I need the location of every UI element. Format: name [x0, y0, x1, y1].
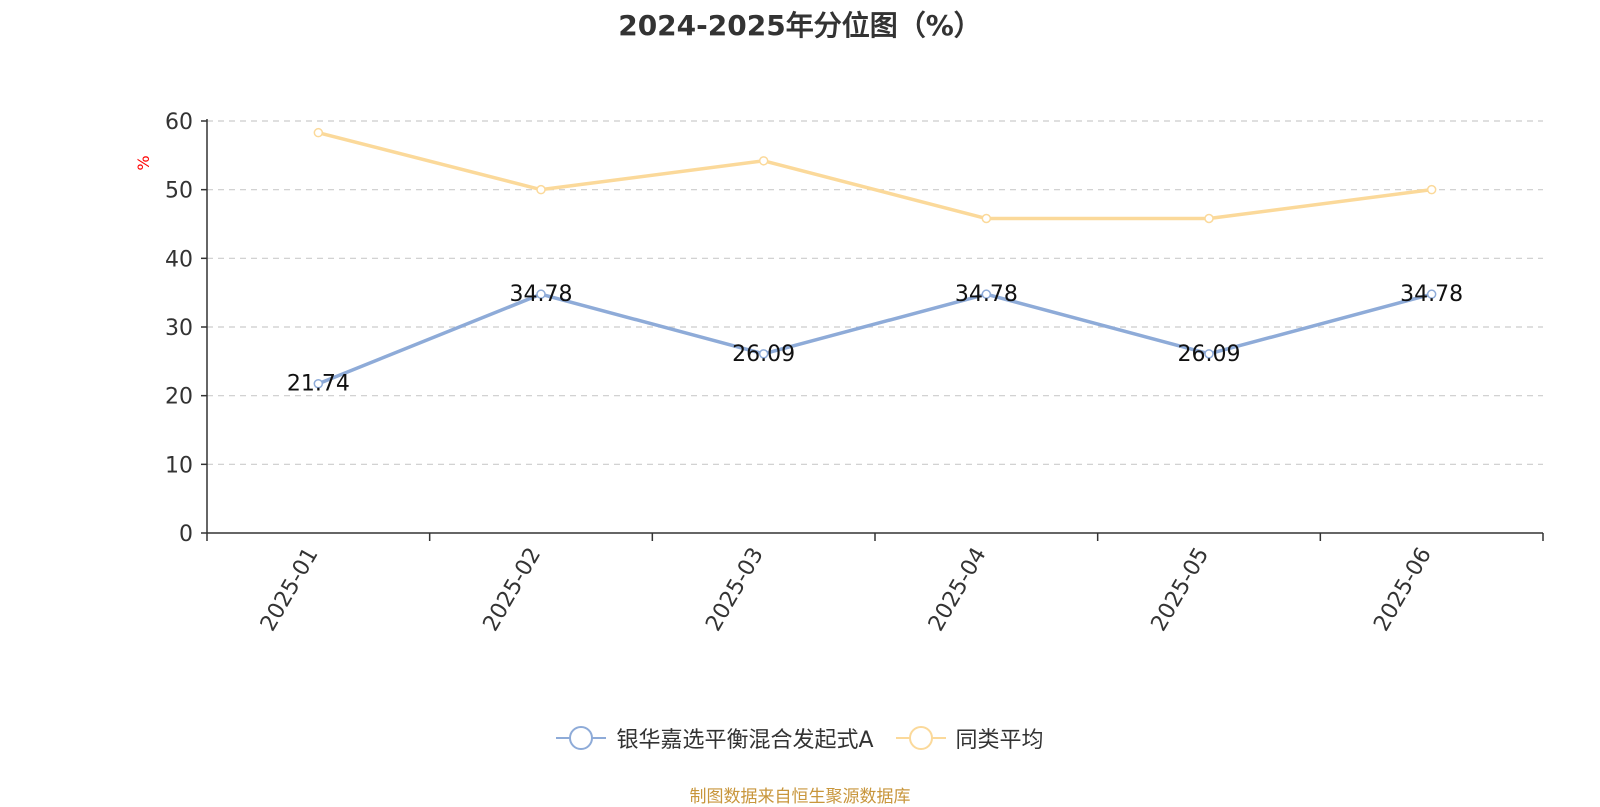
chart-title: 2024-2025年分位图（%）	[618, 9, 982, 42]
source-note: 制图数据来自恒生聚源数据库	[689, 787, 911, 807]
y-tick-label-40: 40	[165, 247, 193, 272]
y-tick-label-10: 10	[165, 453, 193, 478]
x-tick-label-2025-02: 2025-02	[479, 544, 547, 636]
series-0-data-label-3: 34.78	[955, 282, 1018, 307]
series-0-point-3	[981, 289, 992, 299]
series-0-data-label-2: 26.09	[732, 342, 795, 367]
y-tick-label-50: 50	[165, 179, 193, 204]
series-0-data-label-1: 34.78	[510, 282, 573, 307]
series-1-point-2	[758, 156, 769, 166]
x-tick-label-2025-04: 2025-04	[924, 543, 992, 635]
series-line-0	[317, 292, 1433, 386]
series-1-point-0	[313, 127, 324, 138]
series-0-point-0	[313, 378, 324, 389]
series-line-1	[317, 130, 1432, 221]
series-0-point-5	[1426, 289, 1437, 299]
x-tick-label-2025-03: 2025-03	[701, 544, 769, 636]
series-1-point-5	[1426, 184, 1437, 195]
y-tick-label-20: 20	[165, 385, 193, 410]
series-1-point-3	[981, 213, 992, 224]
series-0-data-label-0: 21.74	[287, 372, 350, 397]
legend-symbol-fund	[556, 726, 607, 750]
series-0-data-label-5: 34.78	[1400, 282, 1463, 307]
legend-symbol-peer-average	[895, 726, 946, 750]
series-0-point-2	[758, 349, 769, 359]
legend: 银华嘉选平衡混合发起式A 同类平均	[0, 722, 1600, 754]
y-axis-label: %	[134, 155, 153, 170]
series-1-point-1	[536, 184, 546, 195]
series-1-point-4	[1204, 213, 1214, 224]
legend-label-fund: 银华嘉选平衡混合发起式A	[616, 728, 874, 753]
y-tick-label-30: 30	[165, 316, 193, 341]
x-tick-label-2025-05: 2025-05	[1147, 544, 1215, 636]
legend-label-peer-average: 同类平均	[955, 728, 1044, 753]
y-tick-label-0: 0	[179, 522, 193, 547]
legend-item-fund[interactable]: 银华嘉选平衡混合发起式A	[556, 722, 874, 754]
x-tick-label-2025-06: 2025-06	[1369, 544, 1437, 636]
x-tick-label-2025-01: 2025-01	[256, 544, 324, 636]
y-tick-label-60: 60	[165, 110, 193, 135]
legend-item-peer-average[interactable]: 同类平均	[895, 722, 1044, 754]
series-0-point-4	[1204, 349, 1214, 359]
series-0-point-1	[536, 289, 546, 299]
series-0-data-label-4: 26.09	[1178, 342, 1241, 367]
